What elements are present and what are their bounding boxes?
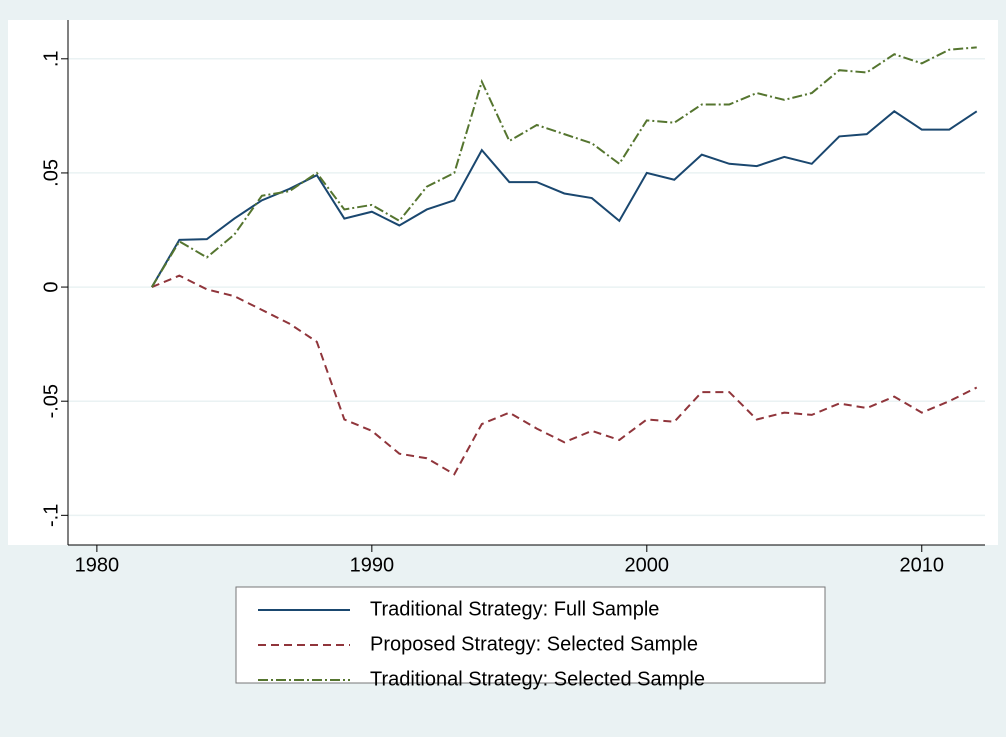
y-tick-label: -.1 — [40, 504, 62, 527]
x-tick-label: 2010 — [900, 554, 945, 576]
y-tick-label: 0 — [40, 282, 62, 293]
plot-region — [8, 20, 998, 545]
x-tick-label: 1990 — [350, 554, 395, 576]
y-tick-label: .1 — [40, 50, 62, 67]
legend-label: Proposed Strategy: Selected Sample — [370, 633, 698, 655]
series-line — [151, 274, 978, 476]
x-tick-label: 1980 — [75, 554, 120, 576]
legend-label: Traditional Strategy: Full Sample — [370, 598, 659, 620]
legend-box — [235, 586, 826, 684]
y-tick-label: -.05 — [40, 384, 62, 418]
x-tick-label: 2000 — [625, 554, 670, 576]
series-line — [150, 110, 978, 288]
legend-label: Traditional Strategy: Selected Sample — [370, 668, 705, 690]
y-tick-label: .05 — [40, 159, 62, 187]
series-line — [151, 46, 977, 288]
